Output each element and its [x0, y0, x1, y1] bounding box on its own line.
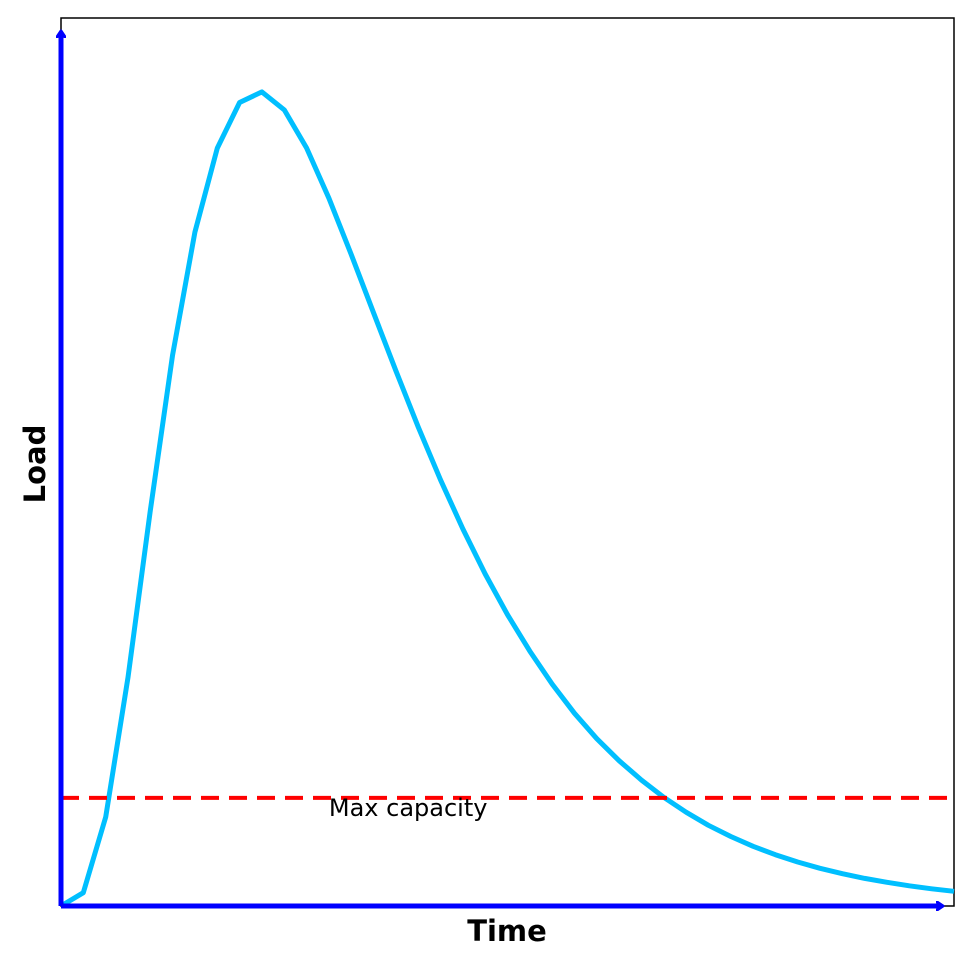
load-curve-0: [59, 89, 955, 909]
series-layer: [59, 89, 955, 909]
max-capacity-label: Max capacity: [329, 794, 488, 822]
x-axis-label: Time: [467, 914, 547, 948]
plot-frame: [60, 17, 955, 907]
y-axis-label: Load: [18, 425, 52, 504]
